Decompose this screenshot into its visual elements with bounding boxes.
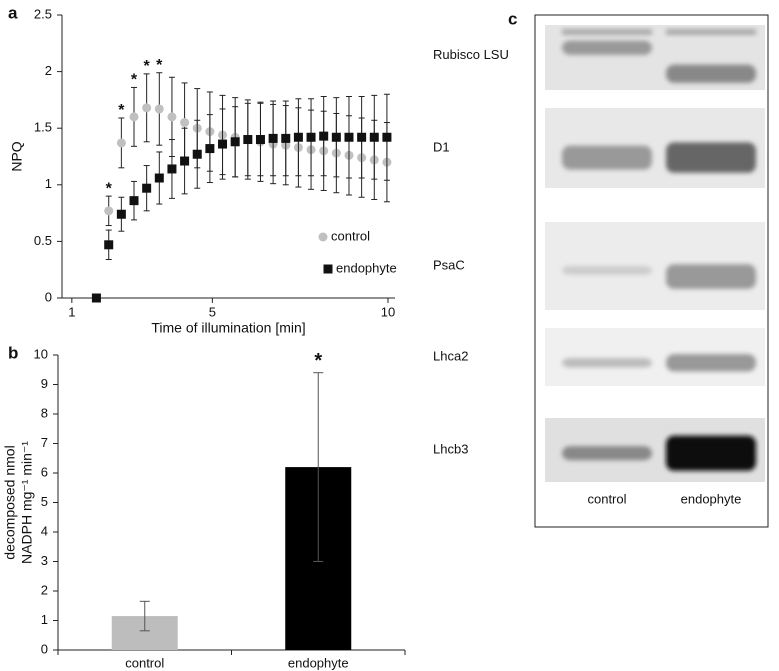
y-tick-label: 1 (41, 612, 48, 627)
protein-label: PsaC (433, 257, 465, 272)
protein-label: Rubisco LSU (433, 47, 509, 62)
point (369, 132, 379, 142)
blot-band (666, 435, 756, 471)
y-tick-label: 5 (41, 494, 48, 509)
point (154, 173, 164, 183)
y-tick-label: 10 (34, 346, 48, 361)
point (306, 132, 316, 142)
significance: * (144, 58, 151, 75)
significance: * (314, 350, 322, 372)
blot-band (562, 29, 652, 35)
x-tick-label: control (125, 655, 164, 670)
point (154, 104, 164, 114)
point (116, 209, 126, 219)
y-tick-label: 0.5 (34, 233, 52, 248)
significance: * (131, 72, 138, 89)
blot-band (562, 40, 652, 55)
panel-label: c (508, 9, 517, 28)
point (357, 132, 367, 142)
y-tick-label: 2 (41, 582, 48, 597)
blot-frame (534, 14, 769, 528)
point (281, 133, 291, 143)
y-tick-label: 2.5 (34, 6, 52, 21)
point (205, 144, 215, 154)
y-tick-label: 1.5 (34, 120, 52, 135)
x-tick-label: 1 (68, 304, 75, 319)
point (142, 103, 152, 113)
point (180, 118, 190, 128)
point (319, 131, 329, 141)
x-tick-label: endophyte (288, 655, 349, 670)
point (331, 132, 341, 142)
y-axis-label: NPQ (9, 141, 25, 171)
y-tick-label: 6 (41, 464, 48, 479)
point (129, 112, 139, 122)
blot-band (666, 142, 756, 173)
legend-label: endophyte (336, 260, 397, 275)
y-tick-label: 2 (45, 63, 52, 78)
y-tick-label: 4 (41, 523, 48, 538)
point (268, 133, 278, 143)
y-tick-label: 7 (41, 435, 48, 450)
significance: * (106, 180, 113, 197)
y-tick-label: 8 (41, 405, 48, 420)
point (293, 132, 303, 142)
blot-band (562, 446, 652, 461)
point (344, 132, 354, 142)
point (167, 112, 177, 122)
significance: * (156, 57, 163, 74)
point (180, 156, 190, 166)
point (243, 135, 253, 145)
blot-band (562, 145, 652, 170)
panel-label: a (8, 3, 18, 22)
point (167, 164, 177, 174)
point (129, 196, 139, 206)
point (104, 240, 114, 250)
x-tick-label: 5 (209, 304, 216, 319)
panel-label: b (8, 343, 18, 362)
legend-marker (318, 232, 328, 242)
significance: * (118, 102, 125, 119)
y-tick-label: 9 (41, 376, 48, 391)
blot-band (666, 354, 756, 372)
y-axis-label: NADPH mg⁻¹ min⁻¹ (19, 441, 35, 564)
y-tick-label: 3 (41, 553, 48, 568)
blot-band (666, 29, 756, 35)
y-tick-label: 1 (45, 176, 52, 191)
point (104, 206, 114, 216)
x-axis-label: Time of illumination [min] (151, 320, 305, 336)
point (142, 183, 152, 193)
blot-band (666, 264, 756, 289)
point (255, 135, 265, 145)
point (192, 149, 202, 159)
lane-label: endophyte (681, 491, 742, 506)
blot-band (562, 358, 652, 368)
blot-band (666, 64, 756, 83)
legend-label: control (331, 228, 370, 243)
protein-label: D1 (433, 139, 450, 154)
legend-marker (323, 264, 333, 274)
protein-label: Lhcb3 (433, 441, 468, 456)
point (382, 132, 392, 142)
y-tick-label: 0 (41, 641, 48, 656)
point (91, 293, 101, 303)
protein-label: Lhca2 (433, 348, 468, 363)
lane-label: control (587, 491, 626, 506)
point (218, 139, 228, 149)
x-tick-label: 10 (381, 304, 395, 319)
y-tick-label: 0 (45, 289, 52, 304)
y-axis-label: decomposed nmol (2, 445, 18, 559)
point (230, 137, 240, 147)
point (116, 138, 126, 148)
blot-band (562, 266, 652, 275)
